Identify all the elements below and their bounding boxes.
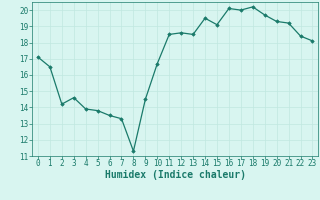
X-axis label: Humidex (Indice chaleur): Humidex (Indice chaleur) [105,170,246,180]
